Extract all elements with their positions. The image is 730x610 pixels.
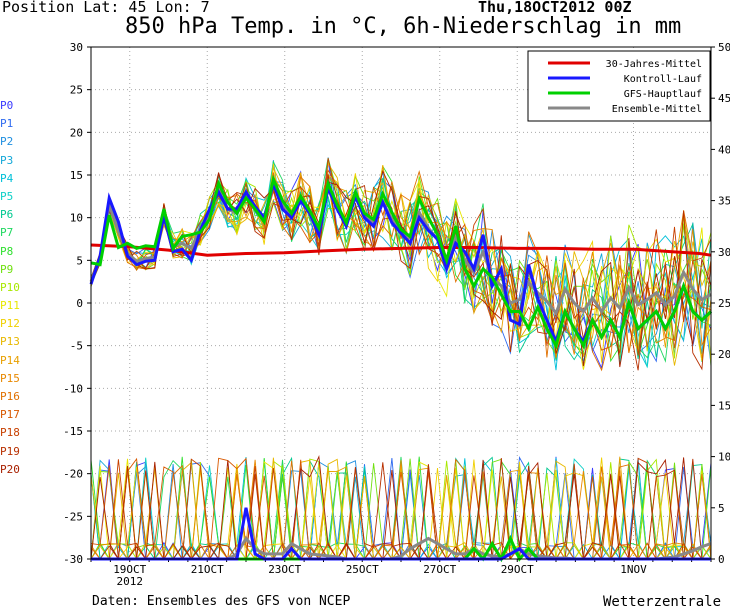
- member-label-p6: P6: [0, 208, 14, 222]
- member-label-p0: P0: [0, 99, 14, 112]
- x-tick-label: 27OCT: [423, 563, 456, 576]
- member-label-p20: P20: [0, 462, 20, 476]
- member-label-p17: P17: [0, 408, 20, 422]
- y-right-tick-label: 45: [718, 92, 730, 105]
- run-date: Thu,18OCT2012 00Z: [478, 0, 632, 16]
- y-left-tick-label: 10: [70, 212, 83, 225]
- y-left-tick-label: -25: [63, 510, 83, 523]
- y-right-tick-label: 5: [718, 502, 725, 515]
- temp-line-gfs-hauptlauf: [90, 174, 713, 350]
- member-label-p5: P5: [0, 189, 14, 203]
- y-left-tick-label: 30: [70, 41, 83, 54]
- member-label-p18: P18: [0, 426, 20, 440]
- member-label-p9: P9: [0, 262, 14, 276]
- legend-label: Ensemble-Mittel: [612, 104, 702, 115]
- y-left-tick-label: -15: [63, 425, 83, 438]
- member-label-p4: P4: [0, 171, 14, 185]
- brand-label: Wetterzentrale: [603, 594, 722, 610]
- member-temp-line-p9: [90, 174, 712, 356]
- y-right-tick-label: 10: [718, 451, 730, 464]
- member-label-p7: P7: [0, 226, 14, 240]
- member-label-p12: P12: [0, 317, 20, 331]
- legend-label: GFS-Hauptlauf: [624, 89, 702, 100]
- y-right-tick-label: 0: [718, 553, 725, 566]
- x-tick-label: 25OCT: [346, 563, 379, 576]
- member-label-p3: P3: [0, 153, 14, 167]
- x-tick-sublabel: 2012: [117, 575, 144, 588]
- member-label-p19: P19: [0, 444, 20, 458]
- data-source-note: Daten: Ensembles des GFS von NCEP: [92, 594, 351, 609]
- y-left-tick-label: 20: [70, 126, 83, 139]
- y-left-tick-label: 25: [70, 84, 83, 97]
- y-right-tick-label: 40: [718, 143, 730, 156]
- y-left-tick-label: -10: [63, 382, 83, 395]
- y-right-tick-label: 25: [718, 297, 730, 310]
- member-label-p1: P1: [0, 117, 14, 131]
- member-label-p10: P10: [0, 280, 20, 294]
- member-list: P0 P1 P2 P3 P4 P5 P6 P7 P8 P9 P10 P11 P12 P13 P14 P15 P1…: [0, 97, 20, 479]
- x-tick-label: 23OCT: [268, 563, 301, 576]
- legend-label: 30-Jahres-Mittel: [606, 59, 702, 70]
- plot-frame: [90, 46, 712, 560]
- member-temp-line-p18: [90, 158, 712, 356]
- y-right-tick-label: 35: [718, 195, 730, 208]
- member-temp-line-p13: [90, 162, 712, 366]
- x-tick-label: 19OCT: [113, 563, 146, 576]
- member-label-p14: P14: [0, 353, 20, 367]
- y-left-tick-label: -5: [70, 340, 83, 353]
- member-label-p16: P16: [0, 390, 20, 403]
- member-temp-line-p17: [90, 168, 712, 351]
- y-left-tick-label: 15: [70, 169, 83, 182]
- member-label-p2: P2: [0, 135, 14, 149]
- member-precip-line-p14: [90, 456, 711, 561]
- y-left-tick-label: 5: [76, 254, 83, 267]
- x-tick-label: 29OCT: [501, 563, 534, 576]
- x-tick-label: 1NOV: [620, 563, 647, 576]
- member-label-p11: P11: [0, 299, 20, 313]
- member-label-p8: P8: [0, 244, 14, 258]
- y-left-tick-label: -30: [63, 553, 83, 566]
- climate-mean-line: [90, 243, 712, 257]
- y-right-tick-label: 50: [718, 41, 730, 54]
- member-label-p15: P15: [0, 371, 20, 385]
- chart-title: 850 hPa Temp. in °C, 6h-Niederschlag in …: [125, 14, 682, 39]
- y-left-tick-label: -20: [63, 468, 83, 481]
- legend-label: Kontroll-Lauf: [624, 74, 702, 85]
- y-right-tick-label: 20: [718, 348, 730, 361]
- y-left-tick-label: 0: [76, 297, 83, 310]
- position-label: Position Lat: 45 Lon: 7: [2, 0, 210, 16]
- y-right-tick-label: 30: [718, 246, 730, 259]
- x-tick-label: 21OCT: [191, 563, 224, 576]
- y-right-tick-label: 15: [718, 399, 730, 412]
- member-label-p13: P13: [0, 335, 20, 349]
